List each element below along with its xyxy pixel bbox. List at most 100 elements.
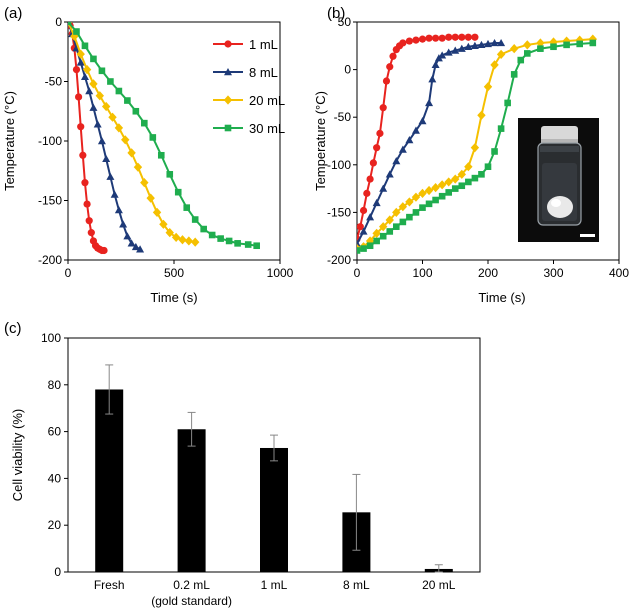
data-point [114,123,124,133]
x-tick-label: 100 [412,266,432,280]
data-point [107,78,114,85]
data-point [100,246,108,255]
data-point [457,169,466,179]
data-point [405,37,413,45]
data-point [379,104,387,112]
data-point [217,235,224,242]
data-point [379,232,387,240]
x-tick-label: 8 mL [343,578,370,592]
data-point [563,41,570,49]
data-point [445,189,452,196]
data-point [406,213,413,221]
data-point [171,232,181,242]
legend-entry: 8 mL [213,65,278,80]
data-point [576,40,583,48]
data-point [445,33,453,41]
y-tick-label: 0 [344,63,351,77]
x-tick-label: 0 [354,266,361,280]
series-8-mL [357,38,506,248]
data-point [411,126,420,134]
data-point [372,228,381,238]
data-point [504,99,511,107]
legend-label: 20 mL [249,93,285,108]
data-point [458,182,466,190]
data-point [132,107,140,115]
data-point [253,242,260,250]
data-point [418,117,427,125]
data-point [386,63,394,71]
data-point [392,207,401,217]
data-point [359,206,368,215]
data-point [97,137,106,145]
x-tick-label: 0.2 mL [173,578,210,592]
data-point [244,241,252,248]
data-point [588,34,597,44]
data-point [444,48,453,56]
data-point [432,34,440,42]
data-point [363,189,371,197]
data-point [178,235,187,245]
data-point [484,39,492,48]
data-point [399,39,407,47]
data-point [68,22,72,26]
chart-b-series [357,33,597,254]
data-point [411,192,421,202]
data-point [517,56,525,64]
data-point [458,33,466,41]
data-point [497,125,505,132]
data-point [464,162,473,172]
y-tick-label: -50 [45,75,63,89]
data-point [140,178,149,188]
data-point [537,45,544,52]
data-point [166,171,174,178]
data-point [575,35,584,45]
data-point [72,66,81,74]
legend-entry: 30 mL [213,121,285,136]
data-point [108,112,117,122]
x-tick-label: Fresh [94,578,125,592]
data-point [102,154,111,163]
y-tick-label: 0 [54,565,61,579]
data-point [438,192,446,200]
data-point [464,42,473,50]
data-point [431,183,440,193]
data-point [399,218,407,226]
legend-entry: 20 mL [213,93,285,108]
data-point [225,237,233,245]
data-point [379,184,388,192]
data-point [123,232,132,240]
y-tick-label: 40 [48,471,62,485]
data-point [490,60,499,70]
data-point [141,119,148,127]
data-point [115,87,123,95]
y-tick-label: -150 [38,194,62,208]
legend-marker [224,68,232,76]
data-point [510,71,518,78]
data-point [157,151,165,159]
data-point [98,67,106,75]
data-point [550,43,557,51]
y-tick-label: -200 [327,253,351,267]
legend-label: 8 mL [249,65,278,80]
data-point [478,171,485,178]
chart-c-bars [95,364,453,573]
data-point [360,245,367,252]
data-point [523,40,532,50]
data-point [149,134,157,141]
y-tick-label: 0 [55,15,62,29]
legend-marker [223,95,233,105]
data-point [470,41,479,49]
data-point [76,49,85,59]
data-point [405,136,414,144]
data-point [470,143,480,153]
data-point [191,216,199,223]
bar [95,389,124,572]
data-point [89,79,98,89]
series-8-mL [68,22,145,253]
x-tick-label: 400 [609,266,629,280]
series-line [68,22,105,252]
data-point [457,44,466,52]
data-point [451,33,459,41]
